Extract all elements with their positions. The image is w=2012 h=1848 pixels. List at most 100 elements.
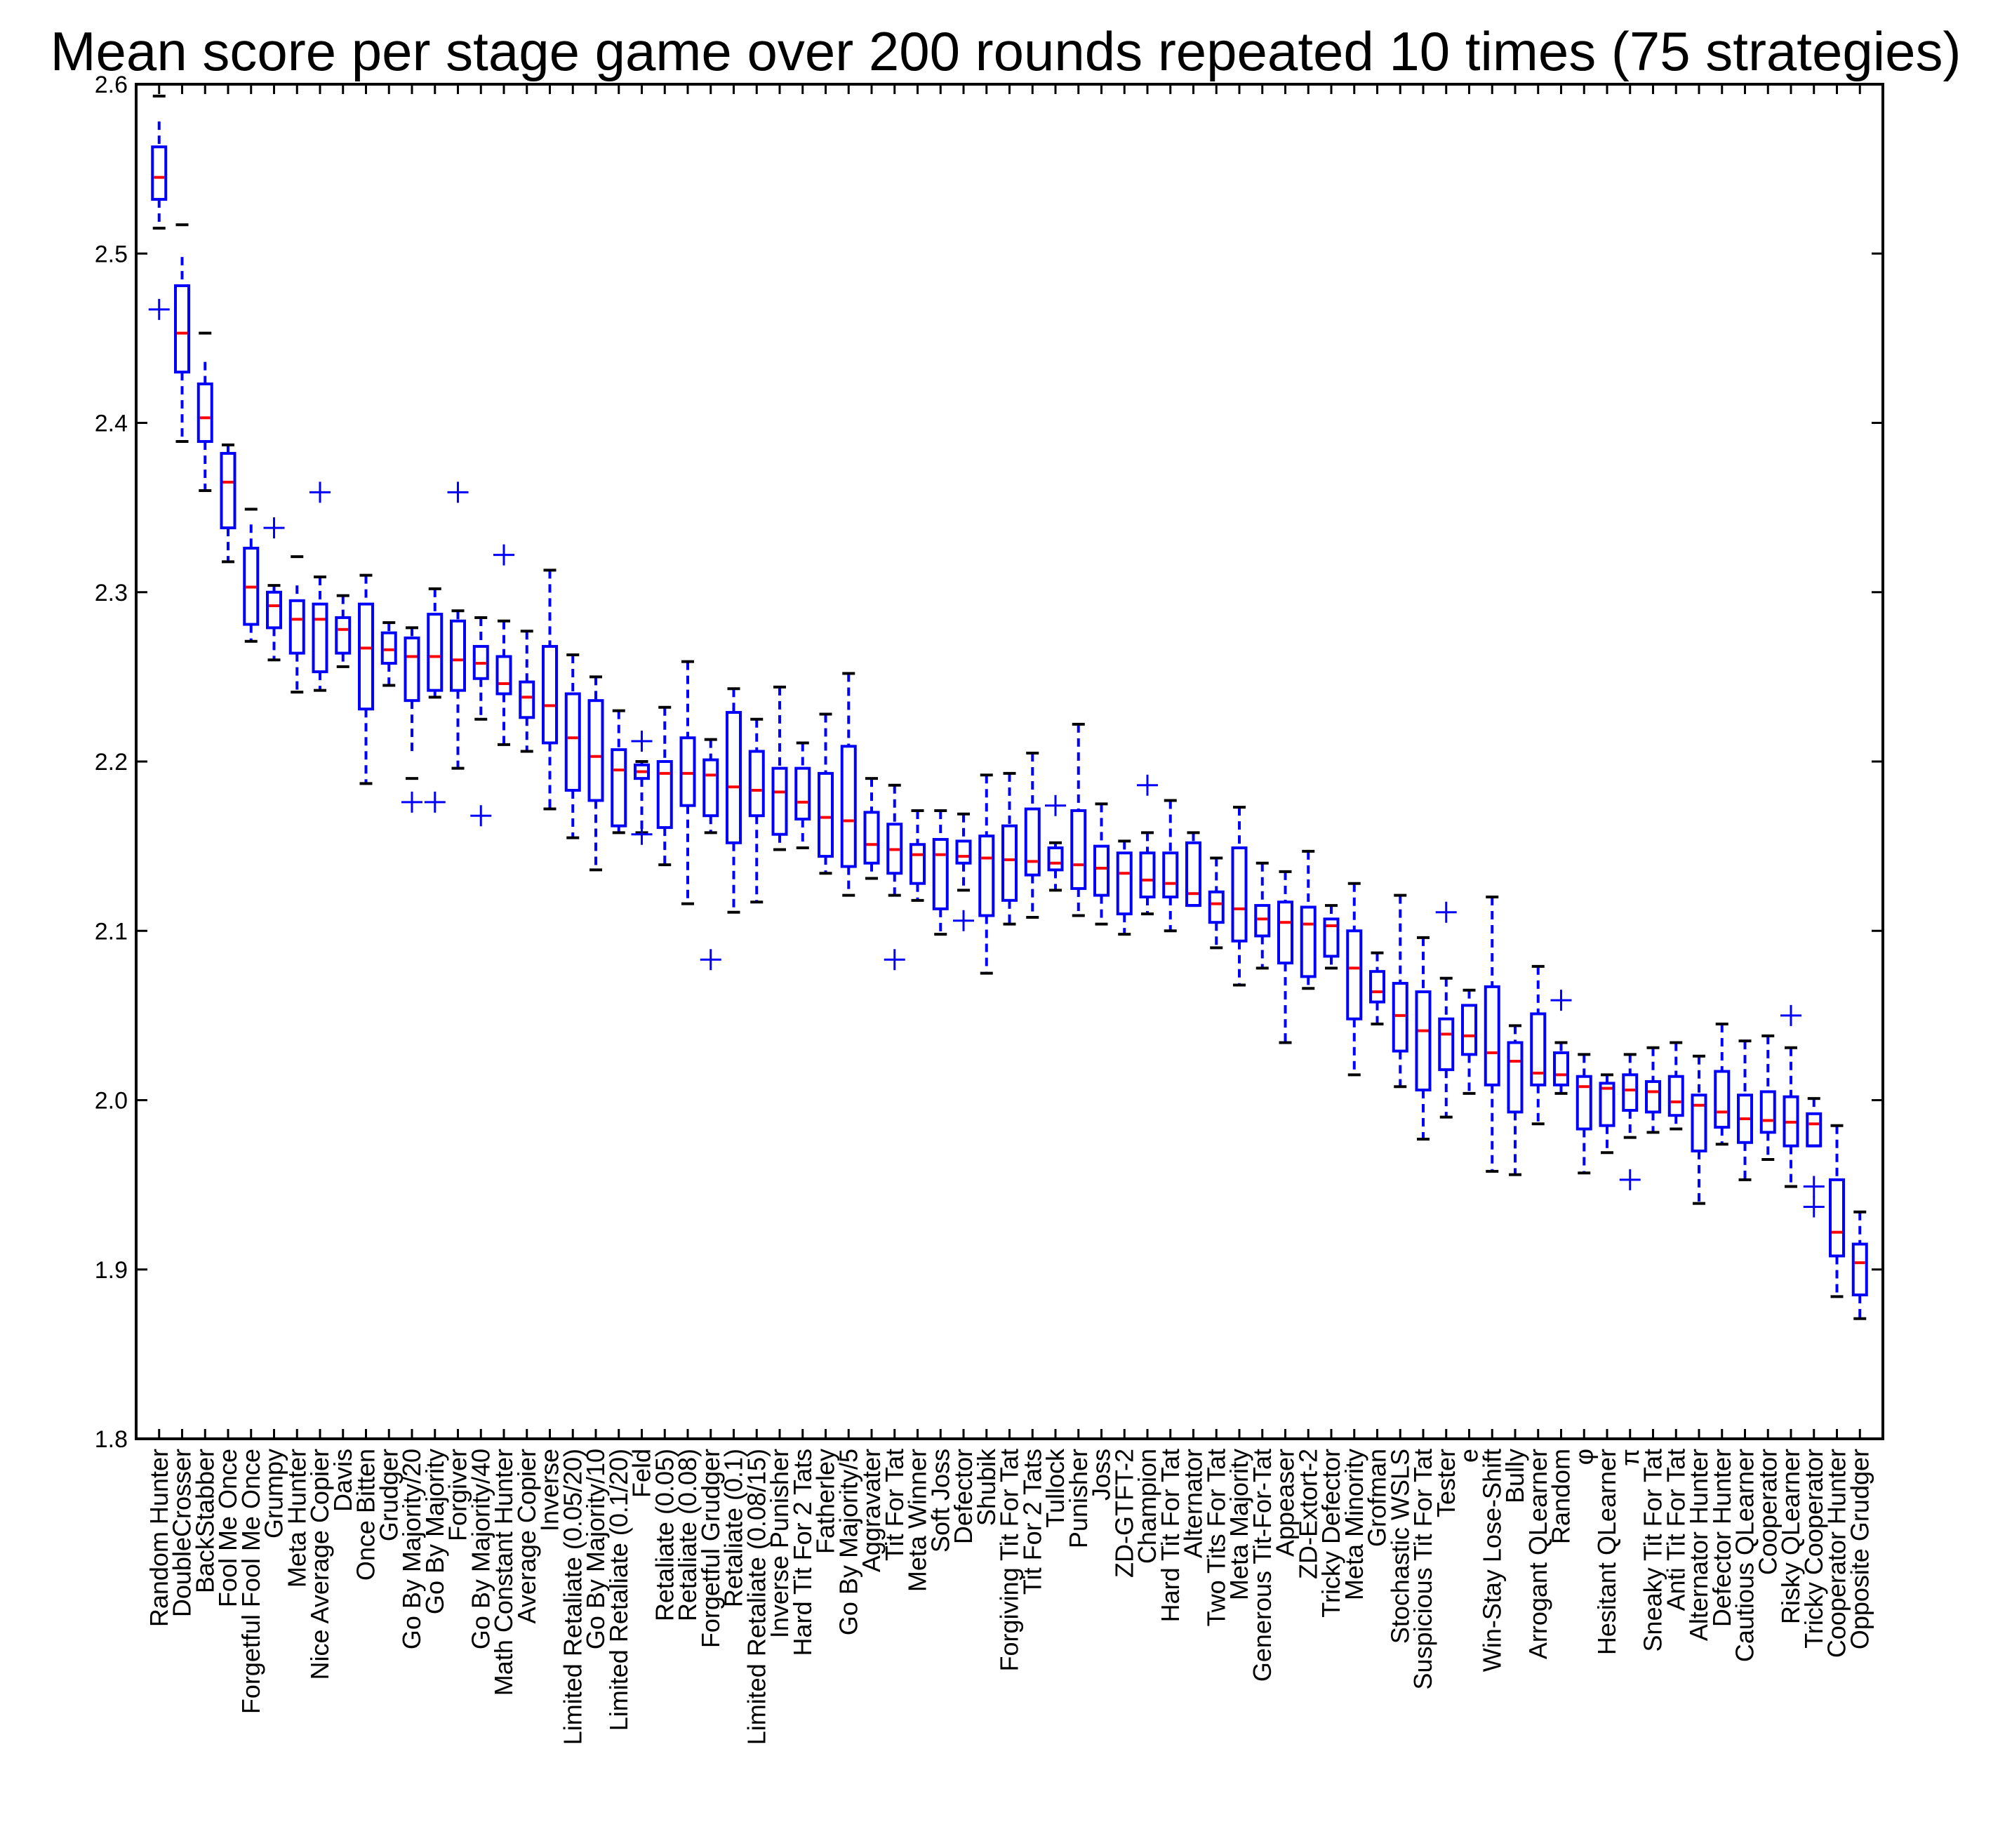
x-category-label: Go By Majority/40 xyxy=(466,1449,495,1649)
iqr-box xyxy=(1714,1070,1731,1129)
iqr-box xyxy=(312,602,328,674)
x-category-label: Punisher xyxy=(1064,1449,1093,1548)
plot-frame xyxy=(135,83,1884,1440)
iqr-box xyxy=(1139,851,1156,899)
x-category-label: Go By Majority/5 xyxy=(834,1449,862,1635)
x-category-label: Cooperator Hunter xyxy=(1823,1449,1851,1658)
x-category-label: Hard Tit For 2 Tats xyxy=(788,1449,817,1656)
iqr-box xyxy=(1162,851,1179,899)
y-tick-label: 2.4 xyxy=(95,411,128,437)
y-tick-label: 1.9 xyxy=(95,1257,128,1284)
iqr-box xyxy=(404,636,420,703)
box-plot-item xyxy=(910,84,926,1439)
x-category-label: BackStabber xyxy=(190,1449,219,1593)
x-category-label: Once Bitten xyxy=(352,1449,380,1581)
box-plot-item xyxy=(1369,84,1385,1439)
x-category-label: Meta Hunter xyxy=(282,1449,311,1588)
iqr-box xyxy=(196,383,213,444)
iqr-box xyxy=(932,837,949,910)
iqr-box xyxy=(1438,1017,1455,1072)
iqr-box xyxy=(1575,1075,1592,1131)
iqr-box xyxy=(818,771,834,858)
box-plot-item xyxy=(1185,84,1201,1439)
iqr-box xyxy=(840,745,857,868)
x-category-label: Random xyxy=(1547,1449,1575,1544)
iqr-box xyxy=(1208,890,1225,924)
box-plot-item xyxy=(1346,84,1363,1439)
box-plot-item xyxy=(309,84,331,1439)
box-plot-item xyxy=(424,84,446,1439)
iqr-box xyxy=(886,823,903,875)
y-axis-ticks: 1.8 1.9 2.0 2.1 2.2 2.3 2.4 2.5 2.6 xyxy=(95,72,1883,1453)
iqr-box xyxy=(1530,1012,1547,1086)
iqr-box xyxy=(1185,841,1201,908)
iqr-box xyxy=(542,644,558,745)
iqr-box xyxy=(679,736,696,807)
x-category-label: Nice Average Copier xyxy=(305,1449,334,1680)
x-category-label: Generous Tit-For-Tat xyxy=(1248,1449,1277,1682)
iqr-box xyxy=(1783,1095,1799,1148)
iqr-box xyxy=(1599,1082,1615,1127)
box-plot-item xyxy=(1116,84,1133,1439)
box-plot-item xyxy=(794,84,811,1439)
x-category-label: Retaliate (0.05) xyxy=(650,1449,679,1621)
box-plot-item xyxy=(1093,84,1110,1439)
outlier-marker xyxy=(1780,1004,1801,1026)
outlier-marker xyxy=(148,298,170,320)
box-plot-item xyxy=(196,84,213,1439)
iqr-box xyxy=(1300,905,1317,978)
x-category-label: e xyxy=(1455,1449,1484,1463)
x-category-label: Hesitant QLearner xyxy=(1592,1449,1621,1655)
outlier-marker xyxy=(1619,1169,1641,1190)
iqr-box xyxy=(910,843,926,885)
iqr-box xyxy=(1507,1041,1524,1114)
box-plot-item xyxy=(1461,84,1477,1439)
box-plot-item xyxy=(1599,84,1615,1439)
box-series xyxy=(148,84,1868,1439)
iqr-box xyxy=(427,613,444,692)
x-category-label: Defector Hunter xyxy=(1707,1449,1736,1627)
y-tick-label: 2.5 xyxy=(95,241,128,267)
outlier-marker xyxy=(884,949,905,971)
x-category-label: Alternator xyxy=(1179,1449,1208,1558)
box-plot-item xyxy=(1851,84,1868,1439)
iqr-box xyxy=(1392,982,1408,1053)
box-plot-item xyxy=(953,84,974,1439)
iqr-box xyxy=(151,145,168,201)
box-plot-item xyxy=(1415,84,1432,1439)
x-category-label: Tullock xyxy=(1041,1448,1070,1528)
outlier-marker xyxy=(1137,774,1158,796)
box-plot-item xyxy=(519,84,535,1439)
x-category-label: Forgiver xyxy=(444,1449,472,1541)
x-category-label: Appeaser xyxy=(1271,1449,1300,1557)
box-plot-item xyxy=(358,84,374,1439)
box-plot-item xyxy=(1737,84,1753,1439)
x-category-label: Fool Me Once xyxy=(213,1449,242,1607)
x-category-label: ZD-Extort-2 xyxy=(1293,1449,1322,1579)
iqr-box xyxy=(1691,1093,1707,1152)
box-plot-item xyxy=(1277,84,1293,1439)
x-category-label: Math Constant Hunter xyxy=(489,1449,518,1696)
x-category-label: Alternator Hunter xyxy=(1684,1449,1713,1641)
iqr-box xyxy=(1461,1004,1477,1056)
x-category-label: Retaliate (0.08) xyxy=(673,1449,702,1621)
box-plot-item xyxy=(1001,84,1018,1439)
box-plot-item xyxy=(401,84,422,1439)
outlier-marker xyxy=(447,481,469,503)
box-plot-item xyxy=(1162,84,1179,1439)
iqr-box xyxy=(1231,846,1248,943)
iqr-box xyxy=(335,616,352,655)
outlier-marker xyxy=(309,481,331,503)
x-category-label: Tester xyxy=(1432,1449,1460,1517)
box-plot-item xyxy=(1759,84,1776,1439)
x-category-label: Sneaky Tit For Tat xyxy=(1639,1449,1667,1651)
iqr-box xyxy=(587,699,604,802)
x-category-label: Tit For Tat xyxy=(880,1449,909,1561)
outlier-marker xyxy=(1550,990,1572,1011)
box-plot-item xyxy=(818,84,834,1439)
box-plot-item xyxy=(1323,84,1340,1439)
iqr-box xyxy=(955,839,972,865)
x-category-label: Tit For 2 Tats xyxy=(1018,1449,1046,1595)
iqr-box xyxy=(863,811,880,865)
